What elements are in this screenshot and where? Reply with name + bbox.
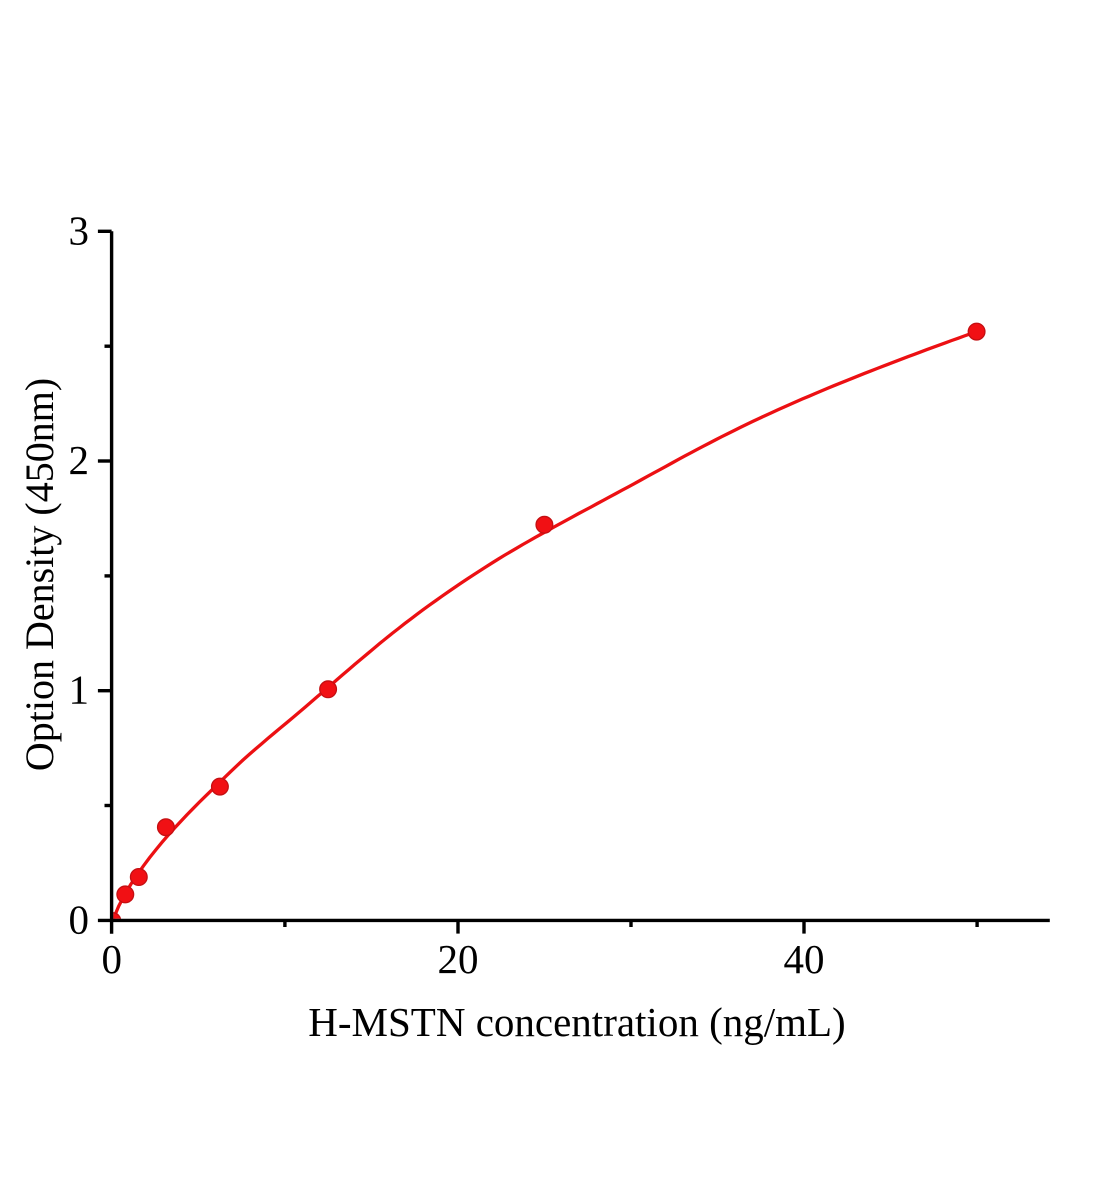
svg-text:3: 3 bbox=[69, 207, 90, 253]
svg-text:1: 1 bbox=[69, 667, 90, 713]
svg-text:Option Density (450nm): Option Density (450nm) bbox=[17, 378, 62, 771]
svg-text:H-MSTN concentration (ng/mL): H-MSTN concentration (ng/mL) bbox=[308, 999, 845, 1045]
svg-text:0: 0 bbox=[69, 896, 90, 942]
svg-text:40: 40 bbox=[784, 936, 825, 982]
svg-text:0: 0 bbox=[102, 936, 123, 982]
svg-text:2: 2 bbox=[69, 437, 90, 483]
svg-text:20: 20 bbox=[438, 936, 479, 982]
